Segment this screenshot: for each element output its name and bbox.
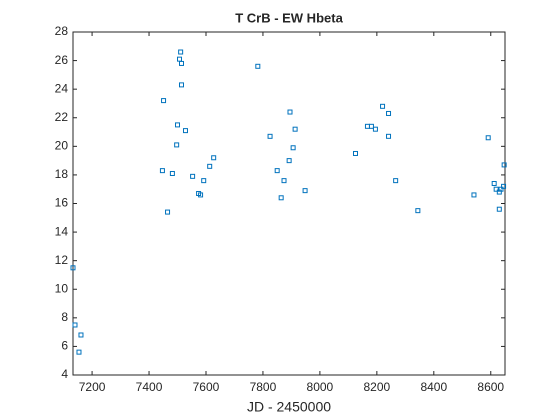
- point: [178, 82, 184, 88]
- x-tick-label: 8200: [364, 380, 391, 394]
- point: [372, 126, 378, 132]
- point: [174, 142, 180, 148]
- point: [72, 322, 78, 328]
- point: [281, 178, 287, 184]
- point: [165, 209, 171, 215]
- point: [380, 103, 386, 109]
- point: [286, 158, 292, 164]
- point: [255, 63, 261, 69]
- y-tick-label: 6: [61, 339, 68, 353]
- point: [302, 188, 308, 194]
- y-tick-label: 12: [55, 253, 69, 267]
- y-tick-label: 4: [61, 367, 68, 381]
- y-tick-label: 28: [55, 24, 69, 38]
- x-tick-label: 7600: [193, 380, 220, 394]
- point: [368, 123, 374, 129]
- point: [70, 265, 76, 271]
- x-tick-label: 8600: [477, 380, 504, 394]
- chart-title: T CrB - EW Hbeta: [235, 10, 343, 25]
- x-tick-label: 8000: [307, 380, 334, 394]
- point: [175, 122, 181, 128]
- x-tick-label: 7400: [136, 380, 163, 394]
- y-tick-label: 16: [55, 196, 69, 210]
- point: [287, 109, 293, 115]
- point: [278, 195, 284, 201]
- point: [178, 49, 184, 55]
- point: [274, 168, 280, 174]
- y-tick-label: 14: [55, 224, 69, 238]
- point: [493, 186, 499, 192]
- point: [386, 133, 392, 139]
- x-tick-label: 8400: [420, 380, 447, 394]
- point: [471, 192, 477, 198]
- point: [393, 178, 399, 184]
- x-axis-label: JD - 2450000: [247, 399, 331, 415]
- point: [201, 178, 207, 184]
- point: [292, 126, 298, 132]
- y-tick-label: 10: [55, 281, 69, 295]
- point: [267, 133, 273, 139]
- y-tick-label: 18: [55, 167, 69, 181]
- y-tick-label: 22: [55, 110, 69, 124]
- point: [159, 168, 165, 174]
- point: [485, 135, 491, 141]
- point: [198, 192, 204, 198]
- point: [169, 170, 175, 176]
- point: [498, 186, 504, 192]
- y-tick-label: 8: [61, 310, 68, 324]
- point: [386, 110, 392, 116]
- x-tick-label: 7800: [250, 380, 277, 394]
- y-tick-label: 24: [55, 81, 69, 95]
- point: [352, 150, 358, 156]
- y-tick-label: 26: [55, 53, 69, 67]
- point: [491, 180, 497, 186]
- point: [290, 145, 296, 151]
- point: [211, 155, 217, 161]
- point: [161, 98, 167, 104]
- x-tick-label: 7200: [79, 380, 106, 394]
- point: [190, 173, 196, 179]
- plot-area: [72, 31, 506, 376]
- point: [178, 60, 184, 66]
- point: [76, 349, 82, 355]
- point: [501, 183, 507, 189]
- point: [501, 162, 507, 168]
- point: [182, 128, 188, 134]
- point: [207, 163, 213, 169]
- point: [415, 208, 421, 214]
- point: [496, 206, 502, 212]
- point: [78, 332, 84, 338]
- y-tick-label: 20: [55, 139, 69, 153]
